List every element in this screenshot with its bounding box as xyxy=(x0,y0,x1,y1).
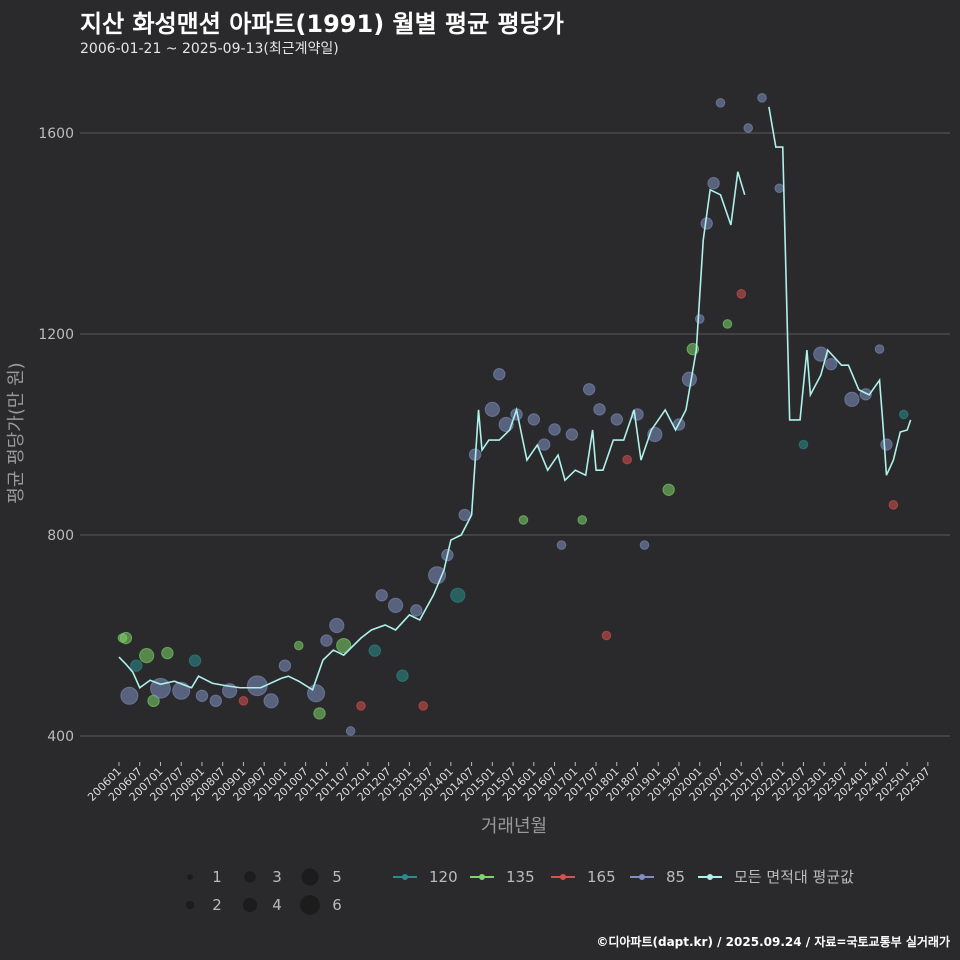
data-point-85 xyxy=(548,423,561,436)
size-legend-label: 3 xyxy=(272,868,282,886)
data-point-165 xyxy=(622,454,632,465)
data-point-85 xyxy=(694,314,705,324)
size-legend-circle xyxy=(244,871,256,883)
series-legend-label: 120 xyxy=(429,868,458,886)
data-point-85 xyxy=(681,371,698,387)
data-point-85 xyxy=(610,413,624,426)
y-tick-label: 1600 xyxy=(38,126,74,142)
data-point-85 xyxy=(120,686,139,705)
size-legend-circle xyxy=(301,868,319,886)
data-point-135 xyxy=(119,631,133,645)
data-point-120 xyxy=(396,669,409,682)
data-point-135 xyxy=(577,515,588,525)
data-point-135 xyxy=(518,515,529,525)
series-legend-label: 135 xyxy=(506,868,535,886)
data-point-85 xyxy=(593,403,606,416)
data-point-135 xyxy=(139,648,155,664)
average-price-line xyxy=(768,106,912,476)
data-point-135 xyxy=(662,483,675,496)
y-tick-label: 400 xyxy=(47,729,74,745)
series-legend-marker xyxy=(479,874,485,880)
data-point-85 xyxy=(874,344,885,354)
data-point-135 xyxy=(336,637,352,654)
footer-credit: ©디아파트(dapt.kr) / 2025.09.24 / 자료=국토교통부 실… xyxy=(596,935,950,949)
size-legend-circle xyxy=(300,895,320,915)
y-tick-label: 800 xyxy=(47,528,74,544)
size-legend-label: 4 xyxy=(272,896,282,914)
chart-title: 지산 화성맨션 아파트(1991) 월별 평균 평당가 xyxy=(80,10,564,38)
data-point-120 xyxy=(450,587,466,603)
series-legend-label: 85 xyxy=(666,868,685,886)
data-point-85 xyxy=(172,681,191,700)
size-legend-label: 2 xyxy=(212,896,222,914)
data-point-85 xyxy=(707,177,720,190)
data-point-165 xyxy=(601,630,612,641)
data-point-85 xyxy=(484,401,500,417)
data-point-85 xyxy=(639,540,650,550)
data-point-85 xyxy=(743,123,753,133)
data-point-85 xyxy=(263,693,279,709)
data-point-85 xyxy=(209,694,222,708)
data-point-85 xyxy=(320,634,333,647)
series-legend-label: 165 xyxy=(587,868,616,886)
data-point-165 xyxy=(418,701,429,711)
data-point-85 xyxy=(428,566,447,585)
size-legend-circle xyxy=(242,897,258,913)
data-point-85 xyxy=(458,508,471,522)
data-point-85 xyxy=(246,675,268,697)
data-point-135 xyxy=(313,707,326,720)
data-point-165 xyxy=(736,289,747,299)
data-point-85 xyxy=(565,428,579,441)
data-point-120 xyxy=(130,659,143,672)
series-legend-marker xyxy=(402,874,408,880)
data-point-85 xyxy=(329,617,345,634)
data-point-85 xyxy=(538,438,551,451)
size-legend-label: 6 xyxy=(332,896,342,914)
x-axis-label: 거래년월 xyxy=(481,816,547,837)
y-axis-label: 평균 평당가(만 원) xyxy=(6,362,27,503)
data-point-85 xyxy=(345,726,356,736)
data-point-85 xyxy=(774,183,785,194)
average-price-line xyxy=(118,171,746,691)
series-legend-marker xyxy=(560,874,566,880)
data-point-120 xyxy=(188,654,202,667)
data-point-120 xyxy=(368,644,382,657)
data-point-85 xyxy=(715,98,726,108)
data-point-85 xyxy=(493,368,506,381)
data-point-120 xyxy=(798,439,809,450)
series-legend-marker xyxy=(707,874,713,880)
data-point-85 xyxy=(582,383,596,396)
data-point-85 xyxy=(195,689,209,702)
data-point-85 xyxy=(387,597,404,613)
data-point-85 xyxy=(757,93,767,103)
data-point-85 xyxy=(410,604,423,617)
data-point-120 xyxy=(898,409,909,420)
size-legend-circle xyxy=(187,874,193,880)
chart-subtitle: 2006-01-21 ~ 2025-09-13(최근계약일) xyxy=(80,41,339,57)
data-point-135 xyxy=(161,646,174,660)
data-point-85 xyxy=(824,357,838,371)
series-legend-label: 모든 면적대 평균값 xyxy=(734,868,854,886)
data-point-135 xyxy=(293,640,304,651)
data-point-85 xyxy=(527,413,541,426)
size-legend-circle xyxy=(185,900,195,910)
data-point-165 xyxy=(356,701,366,711)
data-point-165 xyxy=(888,500,899,510)
y-tick-label: 1200 xyxy=(38,327,74,343)
data-point-85 xyxy=(844,391,860,407)
data-point-85 xyxy=(556,540,567,550)
data-point-85 xyxy=(278,659,292,672)
size-legend-label: 5 xyxy=(332,868,342,886)
series-legend-marker xyxy=(639,874,645,880)
data-point-85 xyxy=(813,346,829,362)
data-point-165 xyxy=(238,696,249,706)
data-point-135 xyxy=(722,319,733,329)
data-point-85 xyxy=(375,589,388,602)
size-legend-label: 1 xyxy=(212,868,222,886)
data-point-85 xyxy=(880,438,893,451)
